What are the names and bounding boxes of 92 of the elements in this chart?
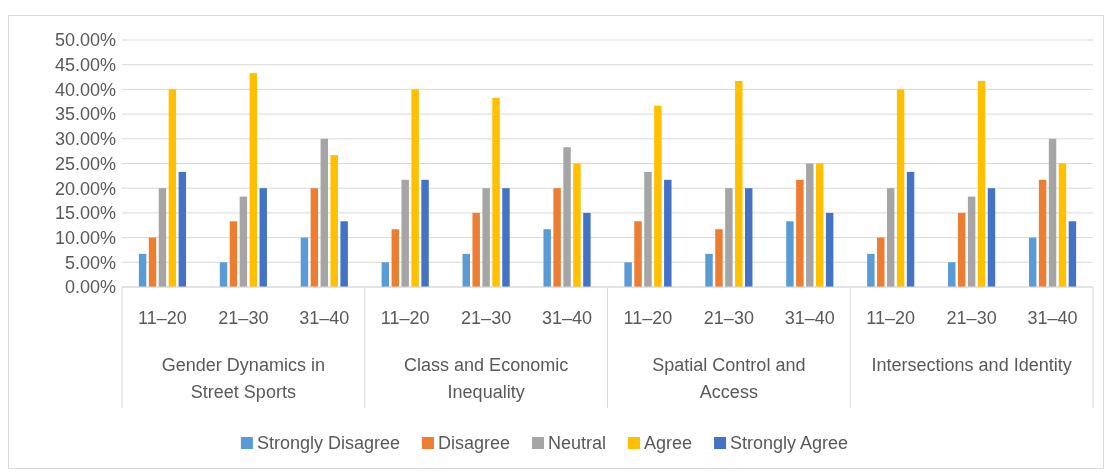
x-tick-label: 11–20: [380, 308, 430, 329]
bar: [219, 262, 228, 287]
bar: [786, 221, 794, 287]
bar: [1038, 179, 1047, 287]
bar: [816, 163, 824, 287]
bar: [906, 171, 915, 287]
legend-label: Disagree: [437, 433, 510, 454]
bar: [391, 229, 399, 287]
bar: [482, 188, 490, 287]
bar: [502, 188, 510, 287]
bar: [259, 188, 267, 287]
bar: [725, 188, 733, 287]
bar: [1048, 138, 1057, 287]
text: Spatial Control and Access: [652, 355, 806, 403]
x-tick-label: 21–30: [218, 308, 269, 329]
bar: [634, 221, 642, 287]
text: Gender Dynamics in Street Sports: [161, 355, 325, 403]
y-tick-label: 15.00%: [54, 203, 116, 224]
x-tick-label: 21–30: [946, 308, 997, 329]
bar: [421, 179, 429, 287]
x-tick-label: 31–40: [784, 308, 835, 329]
bar: [896, 89, 905, 287]
x-tick-label: 21–30: [703, 308, 754, 329]
bar: [472, 212, 480, 287]
bar: [401, 179, 409, 287]
bar: [300, 237, 309, 287]
bar: [543, 229, 551, 287]
bar: [553, 188, 561, 287]
x-tick-label: 11–20: [623, 308, 673, 329]
text: Intersections and Identity: [871, 355, 1072, 376]
bar: [583, 212, 591, 287]
y-tick-label: 35.00%: [54, 104, 116, 125]
bar: [987, 188, 996, 287]
y-tick-label: 50.00%: [54, 30, 116, 51]
y-tick-label: 20.00%: [54, 178, 116, 199]
x-tick-label: 21–30: [461, 308, 512, 329]
y-tick-label: 45.00%: [54, 55, 116, 75]
bar: [239, 196, 248, 287]
bar: [867, 253, 875, 287]
bar: [705, 253, 713, 287]
bar: [796, 179, 804, 287]
bar: [229, 221, 238, 287]
bar: [1028, 237, 1037, 287]
bar: [462, 253, 470, 287]
legend-label: Strongly Agree: [730, 433, 849, 454]
bar: [310, 188, 319, 287]
bar: [330, 155, 338, 287]
x-tick-label: 31–40: [542, 308, 593, 329]
bar: [158, 188, 167, 287]
x-tick-label: 31–40: [1027, 308, 1078, 329]
bar: [178, 171, 187, 287]
bar: [1068, 221, 1077, 287]
text: Class and Economic Inequality: [404, 355, 569, 403]
bar: [654, 105, 662, 287]
bar: [573, 163, 581, 287]
bar: [886, 188, 895, 287]
y-tick-label: 30.00%: [54, 129, 116, 150]
legend-label: Strongly Disagree: [256, 433, 400, 454]
bar: [745, 188, 753, 287]
bar: [411, 89, 419, 287]
bar: [877, 237, 885, 287]
bar: [715, 229, 723, 287]
bar: [168, 89, 177, 287]
bar: [138, 253, 147, 287]
bar: [320, 138, 329, 287]
bar: [644, 171, 652, 287]
bar: [957, 212, 966, 287]
bar: [563, 147, 571, 287]
bar: [825, 212, 834, 287]
y-tick-label: 5.00%: [64, 252, 116, 273]
x-tick-label: 31–40: [299, 308, 350, 329]
bar: [624, 262, 632, 287]
bar: [948, 262, 956, 287]
bar: [340, 221, 348, 287]
bar: [1058, 163, 1067, 287]
x-tick-label: 11–20: [138, 308, 187, 329]
legend-label: Neutral: [547, 433, 607, 454]
y-tick-label: 40.00%: [54, 79, 116, 100]
bar: [148, 237, 157, 287]
y-tick-label: 10.00%: [54, 227, 116, 248]
bar: [381, 262, 390, 287]
bar: [806, 163, 814, 287]
bar: [735, 81, 743, 287]
bar: [967, 196, 976, 287]
bar: [249, 73, 258, 287]
y-tick-label: 0.00%: [64, 277, 116, 298]
legend-label: Agree: [644, 433, 693, 454]
y-tick-label: 25.00%: [54, 153, 116, 174]
x-tick-label: 11–20: [866, 308, 916, 329]
bar: [664, 179, 672, 287]
bar: [492, 97, 500, 287]
bar: [977, 81, 986, 287]
